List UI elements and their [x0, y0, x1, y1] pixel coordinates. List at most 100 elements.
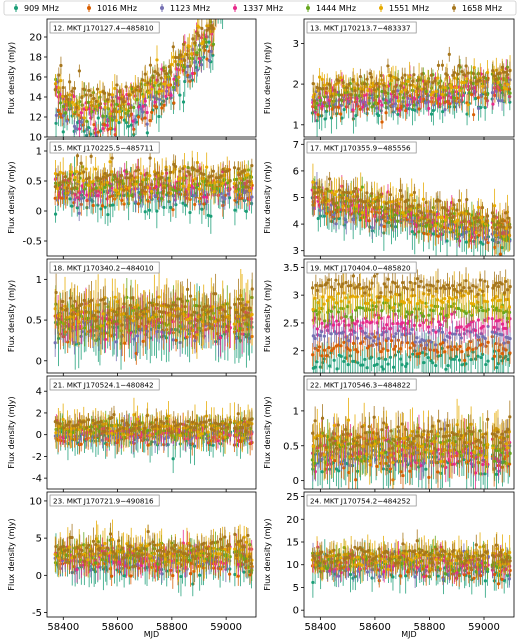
- data-point: [237, 187, 241, 191]
- data-point: [174, 55, 178, 60]
- data-point: [391, 208, 396, 212]
- data-point: [349, 199, 353, 203]
- data-point: [391, 75, 395, 79]
- y-axis-label: Flux density (mJy): [7, 42, 16, 114]
- data-point: [440, 63, 445, 67]
- data-point: [367, 101, 371, 106]
- data-point: [98, 90, 102, 94]
- data-point: [462, 219, 466, 223]
- panel-title: 12. MKT J170127.4−485810: [53, 24, 154, 33]
- data-point: [311, 206, 316, 210]
- legend-marker: [14, 6, 18, 10]
- legend-marker: [379, 6, 383, 10]
- data-point: [103, 205, 107, 209]
- data-point: [468, 221, 473, 226]
- data-point: [460, 70, 464, 74]
- data-point: [472, 113, 476, 117]
- data-point: [193, 202, 197, 207]
- data-point: [209, 181, 213, 185]
- data-point: [322, 214, 326, 218]
- data-point: [410, 107, 415, 112]
- data-point: [77, 69, 81, 73]
- data-point: [344, 220, 348, 224]
- data-point: [85, 193, 89, 197]
- data-point: [155, 58, 159, 62]
- data-point: [183, 65, 187, 69]
- data-point: [61, 113, 65, 118]
- data-point: [366, 88, 370, 93]
- data-point: [105, 123, 109, 127]
- data-point: [325, 104, 329, 108]
- panel-title-box: [306, 141, 417, 154]
- data-point: [408, 103, 412, 107]
- data-point: [317, 185, 321, 189]
- data-point: [143, 72, 147, 76]
- data-point: [157, 89, 161, 94]
- data-point: [508, 100, 512, 104]
- data-point: [207, 58, 211, 63]
- data-point: [349, 92, 353, 97]
- data-point: [327, 199, 331, 203]
- data-point: [219, 174, 223, 178]
- data-point: [486, 78, 490, 82]
- data-point: [431, 108, 435, 113]
- data-point: [422, 87, 426, 91]
- data-point: [377, 82, 382, 86]
- data-point: [427, 219, 431, 223]
- data-point: [422, 217, 426, 221]
- y-axis-label: Flux density (mJy): [7, 161, 16, 233]
- legend-frame: [3, 0, 517, 16]
- data-point: [66, 97, 70, 101]
- data-point: [176, 55, 180, 60]
- data-point: [94, 167, 98, 171]
- data-point: [143, 185, 147, 189]
- data-point: [420, 87, 424, 91]
- data-point: [96, 193, 100, 198]
- data-point: [211, 26, 215, 30]
- data-point: [415, 213, 420, 217]
- data-point: [386, 206, 390, 210]
- data-point: [485, 70, 490, 75]
- data-point: [330, 94, 334, 98]
- data-point: [417, 78, 421, 82]
- data-point: [138, 192, 143, 196]
- data-point: [502, 225, 506, 229]
- data-points: [310, 46, 512, 137]
- data-point: [172, 101, 176, 105]
- data-point: [223, 197, 227, 201]
- data-point: [242, 169, 247, 173]
- data-points: [53, 145, 254, 234]
- data-point: [315, 85, 319, 90]
- data-point: [220, 181, 225, 185]
- data-points: [310, 163, 512, 256]
- data-point: [377, 85, 381, 89]
- data-point: [401, 211, 405, 215]
- data-point: [146, 186, 150, 190]
- data-point: [462, 80, 467, 85]
- data-point: [498, 225, 503, 229]
- data-point: [246, 185, 250, 189]
- data-point: [164, 168, 168, 172]
- data-point: [358, 198, 362, 202]
- data-point: [333, 88, 337, 92]
- data-point: [383, 101, 388, 105]
- data-point: [226, 192, 230, 196]
- data-point: [84, 167, 88, 171]
- data-point: [436, 63, 441, 67]
- data-point: [148, 118, 152, 123]
- data-point: [445, 208, 449, 212]
- data-point: [505, 73, 510, 77]
- data-point: [73, 186, 77, 190]
- y-tick-label: 4: [293, 220, 299, 231]
- data-point: [466, 103, 470, 107]
- data-points: [53, 269, 254, 370]
- data-point: [392, 89, 396, 94]
- data-point: [448, 227, 452, 232]
- data-point: [332, 213, 336, 217]
- data-point: [211, 42, 216, 46]
- data-point: [363, 200, 367, 204]
- data-point: [334, 222, 338, 226]
- panel-title-box: [49, 21, 160, 34]
- data-point: [147, 208, 152, 212]
- data-point: [151, 75, 155, 80]
